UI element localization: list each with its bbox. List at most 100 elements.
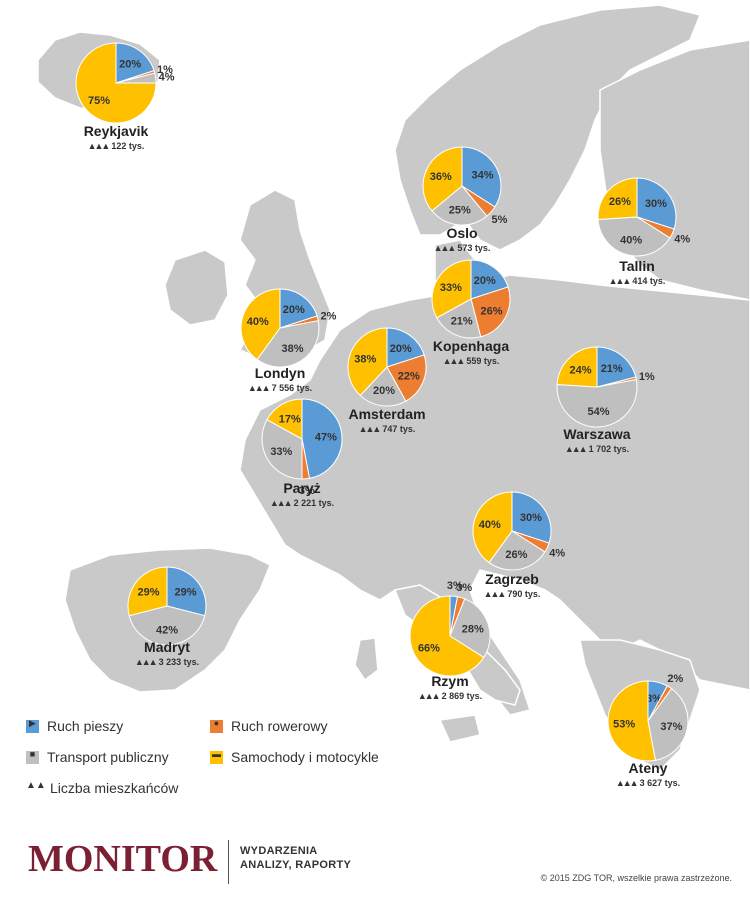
city-reykjavik: 20% 1% 4% 75% Reykjavik ▲▲▲ 122 tys.: [75, 42, 175, 151]
pedestrian-icon: ▶: [26, 718, 39, 733]
legend-item-pedestrian: ▶ Ruch pieszy: [26, 718, 123, 734]
population-icon: ▲▲▲: [269, 498, 293, 508]
pie-label-cycling: 1%: [157, 64, 173, 76]
pie-label-cars: 36%: [430, 171, 452, 183]
pie-slice-pedestrian: [279, 288, 318, 329]
pie-label-public-transport: 20%: [373, 385, 395, 397]
city-name: Amsterdam: [348, 406, 426, 422]
pie-slice-cars: [240, 288, 281, 361]
population-icon: ▲▲▲: [608, 276, 632, 286]
population-icon: ▲▲▲: [358, 424, 382, 434]
pie-chart-londyn: 20% 2% 38% 40%: [240, 288, 337, 368]
pie-slice-cars: [431, 259, 472, 319]
city-population: ▲▲▲ 3 627 tys.: [615, 778, 681, 788]
pie-chart-reykjavik: 20% 1%4% 75%: [75, 42, 175, 124]
pie-slice-cars: [347, 327, 388, 397]
pie-label-pedestrian: 21%: [601, 363, 623, 375]
population-icon: ▲▲▲: [433, 243, 457, 253]
pie-slice-cars: [266, 398, 303, 440]
pie-chart-paryz: 47% 3% 33% 17%: [261, 398, 343, 497]
legend-item-cars: ▬ Samochody i motocykle: [210, 749, 379, 765]
pie-label-cycling: 2%: [320, 311, 336, 323]
pie-slice-public-transport: [256, 320, 320, 368]
pie-slice-public-transport: [431, 185, 488, 226]
pie-chart-amsterdam: 20%22%20%38%: [347, 327, 427, 407]
pie-chart-warszawa: 21% 1% 54% 24%: [556, 346, 655, 428]
pie-label-cycling: 4%: [674, 233, 690, 245]
pie-slice-cycling: [470, 286, 511, 338]
pie-label-cycling: 4%: [549, 547, 565, 559]
city-population: ▲▲▲ 2 221 tys.: [269, 498, 335, 508]
pie-label-cycling: 3%: [456, 582, 472, 594]
city-name: Ateny: [628, 760, 668, 776]
pie-label-cars: 26%: [609, 196, 631, 208]
pie-label-cycling: 22%: [398, 371, 420, 383]
pie-slice-public-transport: [647, 687, 689, 761]
city-population: ▲▲▲ 1 702 tys.: [564, 444, 630, 454]
city-londyn: 20% 2% 38% 40% Londyn ▲▲▲ 7 556 tys.: [240, 288, 337, 393]
pie-label-cycling: 26%: [480, 305, 502, 317]
pie-label-pedestrian: 20%: [390, 343, 412, 355]
pie-slice-pedestrian: [166, 566, 207, 617]
pie-label-public-transport: 21%: [451, 315, 473, 327]
legend-item-cycling: ● Ruch rowerowy: [210, 718, 327, 734]
pie-slice-public-transport: [436, 298, 482, 339]
city-zagrzeb: 30% 4% 26% 40% Zagrzeb ▲▲▲ 790 tys.: [472, 491, 565, 599]
legend-label: Samochody i motocykle: [231, 749, 379, 765]
legend-label: Ruch pieszy: [47, 718, 124, 734]
pie-label-cycling: 5%: [492, 214, 508, 226]
legend-item-public-transport: ■ Transport publiczny: [26, 749, 169, 765]
population-icon: ▲▲▲: [417, 691, 441, 701]
pie-label-public-transport: 26%: [505, 549, 527, 561]
city-name: Tallin: [619, 258, 655, 274]
city-name: Reykjavik: [83, 123, 149, 139]
pie-label-cars: 24%: [570, 365, 592, 377]
population-icon: ▲▲▲: [615, 778, 639, 788]
pie-label-cars: 40%: [479, 519, 501, 531]
pie-slice-cars: [556, 346, 598, 388]
pie-slice-cars: [472, 491, 513, 564]
pie-label-public-transport: 54%: [587, 406, 609, 418]
city-population: ▲▲▲ 2 869 tys.: [417, 691, 483, 701]
pie-slice-pedestrian: [636, 177, 677, 230]
pie-label-pedestrian: 30%: [645, 198, 667, 210]
pie-label-cars: 66%: [418, 643, 440, 655]
pie-label-cars: 38%: [354, 353, 376, 365]
city-amsterdam: 20% 22% 20% 38% Amsterdam ▲▲▲ 747 tys.: [347, 327, 427, 434]
city-rzym: 3% 3% 28% 66% Rzym ▲▲▲ 2 869 tys.: [409, 580, 491, 701]
pie-slice-public-transport: [449, 598, 491, 659]
pie-label-cars: 53%: [613, 718, 635, 730]
pie-label-pedestrian: 34%: [471, 170, 493, 182]
pie-label-pedestrian: 20%: [119, 59, 141, 71]
sardinia-shape: [354, 637, 379, 681]
legend-label: Transport publiczny: [47, 749, 169, 765]
city-paryz: 47% 3% 33% 17% Paryż ▲▲▲ 2 221 tys.: [261, 398, 343, 508]
pie-slice-pedestrian: [470, 259, 509, 300]
city-name: Rzym: [431, 673, 469, 689]
legend-label: Liczba mieszkańców: [50, 780, 179, 796]
pie-slice-public-transport: [488, 530, 546, 571]
sicily-shape: [439, 714, 481, 743]
pie-slice-pedestrian: [596, 346, 637, 388]
pie-label-public-transport: 38%: [282, 343, 304, 355]
population-icon: ▲▲▲: [564, 444, 588, 454]
pie-chart-kopenhaga: 20% 26% 21% 33%: [431, 259, 511, 339]
pie-chart-ateny: 8%2%37%53%: [607, 673, 689, 762]
bus-icon: ■: [26, 749, 39, 764]
pie-slice-cars: [597, 177, 638, 220]
pie-label-cycling: 3%: [299, 485, 315, 497]
city-name: Kopenhaga: [432, 338, 510, 354]
pie-label-pedestrian: 47%: [315, 432, 337, 444]
pie-slice-cars: [127, 566, 168, 617]
pie-slice-public-transport: [597, 216, 671, 257]
pie-slice-cars: [409, 595, 485, 677]
pie-label-cycling: 2%: [667, 673, 683, 685]
pie-label-cars: 29%: [137, 587, 159, 599]
city-population: ▲▲▲ 747 tys.: [358, 424, 416, 434]
city-population: ▲▲▲ 573 tys.: [433, 243, 491, 253]
population-icon: ▲▲: [26, 779, 46, 791]
pie-label-pedestrian: 29%: [174, 587, 196, 599]
city-ateny: 8% 2% 37% 53% Ateny ▲▲▲ 3 627 tys.: [607, 673, 689, 788]
city-population: ▲▲▲ 3 233 tys.: [134, 657, 200, 667]
city-name: Madryt: [144, 639, 190, 655]
